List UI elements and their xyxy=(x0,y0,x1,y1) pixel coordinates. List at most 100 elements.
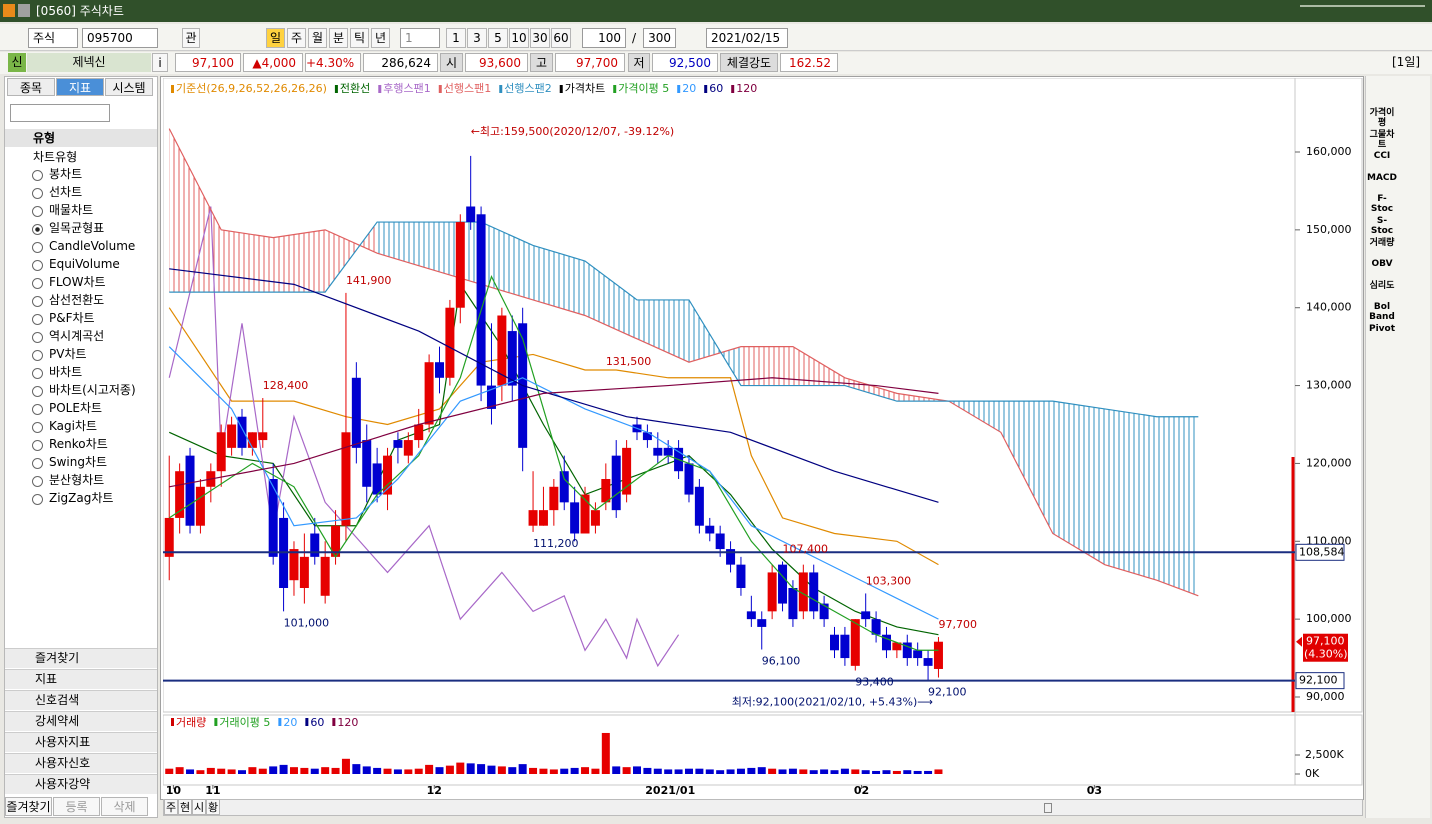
radio[interactable] xyxy=(32,242,43,253)
chart-type-item[interactable]: FLOW차트 xyxy=(49,275,106,289)
code-input[interactable]: 095700 xyxy=(82,28,158,48)
quick-button[interactable]: 10 xyxy=(509,28,529,48)
count-input[interactable]: 100 xyxy=(582,28,626,48)
total-input[interactable]: 300 xyxy=(643,28,676,48)
indicator-button[interactable]: F-Stoc xyxy=(1370,194,1394,215)
period-button[interactable]: 월 xyxy=(308,28,327,48)
window-controls[interactable] xyxy=(1300,5,1425,17)
radio[interactable] xyxy=(32,188,43,199)
legend-entry: 120 xyxy=(337,716,358,729)
panel-tab[interactable]: 지표 xyxy=(56,78,104,96)
annotation: 92,100 xyxy=(928,686,967,699)
chart-type-item[interactable]: Renko차트 xyxy=(49,437,108,451)
radio[interactable] xyxy=(32,368,43,379)
folder-item[interactable]: 지표 xyxy=(5,669,157,689)
bottom-tab[interactable]: 현 xyxy=(178,799,192,815)
period-button[interactable]: 주 xyxy=(287,28,306,48)
help-icon[interactable] xyxy=(18,4,30,17)
section-header[interactable]: 유형 xyxy=(5,129,157,147)
radio[interactable] xyxy=(32,422,43,433)
bottom-tab[interactable]: 주 xyxy=(164,799,178,815)
indicator-button[interactable]: 거래량 xyxy=(1369,237,1395,248)
chart-type-item[interactable]: 일목균형표 xyxy=(49,221,105,235)
chart-type-item[interactable]: CandleVolume xyxy=(49,239,136,253)
scroll-button[interactable] xyxy=(1044,803,1052,813)
folder-item[interactable]: 사용자지표 xyxy=(5,732,157,752)
panel-tab[interactable]: 시스템 xyxy=(105,78,153,96)
chart-type-item[interactable]: 삼선전환도 xyxy=(49,293,105,307)
footer-button[interactable]: 즐겨찾기 xyxy=(5,797,52,816)
chart-type-item[interactable]: 선차트 xyxy=(49,185,83,199)
indicator-button[interactable]: CCI xyxy=(1373,151,1391,162)
candle-body xyxy=(486,385,496,409)
candle-body xyxy=(268,478,278,557)
radio[interactable] xyxy=(32,296,43,307)
chart-type-item[interactable]: 바차트 xyxy=(49,365,83,379)
panel-tab[interactable]: 종목 xyxy=(7,78,55,96)
indicator-button[interactable]: 가격이평 xyxy=(1369,108,1395,128)
chart-type-item[interactable]: Kagi차트 xyxy=(49,419,98,433)
radio[interactable] xyxy=(32,170,43,181)
watch-button[interactable]: 관 xyxy=(182,28,200,48)
chart-type-item[interactable]: Swing차트 xyxy=(49,455,108,469)
x-tick-label: 10 xyxy=(166,784,182,797)
radio[interactable] xyxy=(32,404,43,415)
search-box[interactable] xyxy=(10,104,110,122)
chart-type-item[interactable]: 매물차트 xyxy=(49,203,94,217)
period-button[interactable]: 분 xyxy=(329,28,348,48)
radio[interactable] xyxy=(32,224,43,235)
indicator-button[interactable]: 그물차트 xyxy=(1369,129,1395,150)
radio[interactable] xyxy=(32,332,43,343)
candle-body xyxy=(320,556,330,596)
folder-item[interactable]: 강세약세 xyxy=(5,711,157,731)
chart-type-item[interactable]: ZigZag차트 xyxy=(49,491,114,505)
chart-type-item[interactable]: POLE차트 xyxy=(49,401,103,415)
footer-button[interactable]: 삭제 xyxy=(101,797,148,816)
quick-button[interactable]: 5 xyxy=(488,28,508,48)
indicator-button[interactable]: Bol Band xyxy=(1369,302,1395,323)
radio[interactable] xyxy=(32,386,43,397)
radio[interactable] xyxy=(32,260,43,271)
strength-label: 체결강도 xyxy=(720,53,778,72)
radio[interactable] xyxy=(32,314,43,325)
radio[interactable] xyxy=(32,476,43,487)
folder-item[interactable]: 즐겨찾기 xyxy=(5,648,157,668)
period-button[interactable]: 틱 xyxy=(350,28,369,48)
quick-button[interactable]: 3 xyxy=(467,28,487,48)
folder-item[interactable]: 신호검색 xyxy=(5,690,157,710)
radio[interactable] xyxy=(32,458,43,469)
chart-type-item[interactable]: 바차트(시고저종) xyxy=(49,383,136,397)
indicator-button[interactable]: Pivot xyxy=(1368,324,1396,334)
chart-type-item[interactable]: 분산형차트 xyxy=(49,473,105,487)
date-input[interactable]: 2021/02/15 xyxy=(706,28,788,48)
chart-type-item[interactable]: P&F차트 xyxy=(49,311,95,325)
quick-button[interactable]: 1 xyxy=(446,28,466,48)
radio[interactable] xyxy=(32,440,43,451)
indicator-button[interactable]: MACD xyxy=(1367,172,1397,183)
folder-item[interactable]: 사용자신호 xyxy=(5,753,157,773)
radio[interactable] xyxy=(32,206,43,217)
folder-item[interactable]: 사용자강약 xyxy=(5,774,157,794)
footer-button[interactable]: 등록 xyxy=(53,797,100,816)
chart-type-item[interactable]: 봉차트 xyxy=(49,167,83,181)
quick-button[interactable]: 60 xyxy=(551,28,571,48)
indicator-button[interactable]: S-Stoc xyxy=(1370,216,1394,236)
market-select[interactable]: 주식 xyxy=(28,28,78,48)
radio[interactable] xyxy=(32,350,43,361)
chart-type-item[interactable]: EquiVolume xyxy=(49,257,120,271)
quick-button[interactable]: 30 xyxy=(530,28,550,48)
radio[interactable] xyxy=(32,278,43,289)
chart-type-item[interactable]: PV차트 xyxy=(49,347,87,361)
y-tick-label: 90,000 xyxy=(1306,690,1345,703)
x-tick-label: 12 xyxy=(427,784,442,797)
bottom-tab[interactable]: 황 xyxy=(206,799,220,815)
period-button[interactable]: 일 xyxy=(266,28,285,48)
indicator-button[interactable]: 심리도 xyxy=(1369,280,1395,291)
interval-select[interactable]: 1 xyxy=(400,28,440,48)
indicator-button[interactable]: OBV xyxy=(1371,259,1393,270)
info-button[interactable]: i xyxy=(152,53,168,72)
bottom-tab[interactable]: 시 xyxy=(192,799,206,815)
chart-type-item[interactable]: 역시계곡선 xyxy=(49,329,105,343)
period-button[interactable]: 년 xyxy=(371,28,390,48)
radio[interactable] xyxy=(32,494,43,505)
